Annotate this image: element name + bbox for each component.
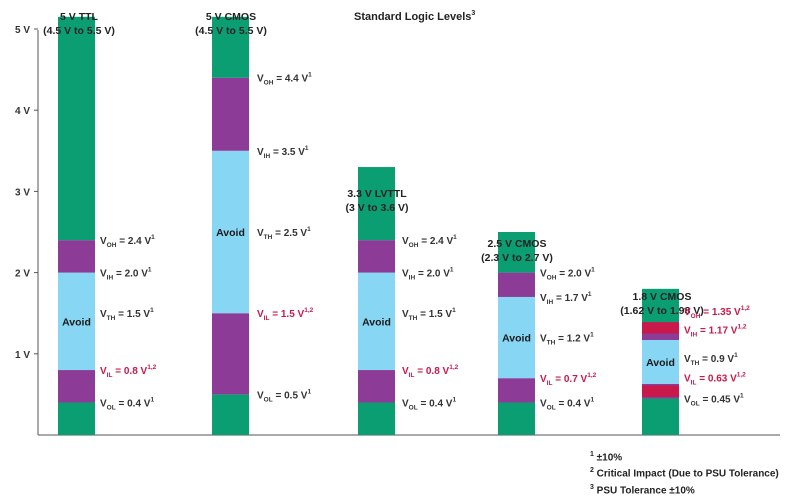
- bar-4-low-purple-segment: [498, 378, 535, 403]
- bar-3-label-th: VTH = 1.5 V1: [402, 307, 456, 322]
- bar-1-high-purple-segment: [58, 240, 95, 273]
- bar-4-label-oh: VOH = 2.0 V1: [540, 267, 595, 282]
- bar-3-voh-segment: [358, 167, 395, 241]
- bar-5-label-oh: VOH = 1.35 V1,2: [684, 305, 750, 320]
- bar-2-label-th: VTH = 2.5 V1: [257, 226, 311, 241]
- footnote-2-text: Critical Impact (Due to PSU Tolerance): [593, 468, 779, 480]
- bar-5-critical-band-high: [642, 322, 679, 334]
- chart-title: Standard Logic Levels3: [354, 10, 475, 23]
- bar-2-low-purple-segment: [212, 313, 249, 395]
- bar-4-label-th: VTH = 1.2 V1: [540, 332, 594, 347]
- bar-1-voh-segment: [58, 16, 95, 241]
- bar-1-label-ih: VIH = 2.0 V1: [100, 267, 152, 282]
- bar-2-vol-segment: [212, 394, 249, 435]
- bar-2-avoid-label: Avoid: [216, 227, 245, 239]
- footnote-2: 2 Critical Impact (Due to PSU Tolerance): [590, 464, 779, 480]
- bar-2-label-ol: VOL = 0.5 V1: [257, 388, 311, 403]
- chart-title-sup: 3: [471, 10, 475, 17]
- bar-5-family-name: 1.8 V CMOS: [633, 291, 692, 303]
- footnote-1-text: ±10%: [593, 452, 623, 464]
- footnote-1-mark: 1: [590, 451, 594, 458]
- footnote-3-mark: 3: [590, 483, 594, 491]
- bar-1-low-purple-segment: [58, 370, 95, 403]
- y-tick-label-5: 5 V: [15, 25, 30, 36]
- bar-1-family-range: (4.5 V to 5.5 V): [43, 25, 115, 37]
- bar-4-label-il: VIL = 0.7 V1,2: [540, 372, 597, 387]
- bar-1-label-il: VIL = 0.8 V1,2: [100, 364, 157, 379]
- bar-4-family-range: (2.3 V to 2.7 V): [481, 252, 553, 264]
- bar-3-label-oh: VOH = 2.4 V1: [402, 234, 457, 249]
- bar-3-avoid-segment: [358, 272, 395, 371]
- bar-4-label-ih: VIH = 1.7 V1: [540, 291, 592, 306]
- bar-1-label-ol: VOL = 0.4 V1: [100, 397, 154, 412]
- bar-1-label-th: VTH = 1.5 V1: [100, 307, 154, 322]
- bar-1-vol-segment: [58, 402, 95, 435]
- bar-5-avoid-label: Avoid: [646, 357, 675, 369]
- bar-2-label-il: VIL = 1.5 V1,2: [257, 307, 314, 322]
- footnote-3-text: PSU Tolerance ±10%: [593, 484, 695, 496]
- bar-5-label-th: VTH = 0.9 V1: [684, 352, 738, 367]
- bar-3-vol-segment: [358, 402, 395, 435]
- bar-4-label-ol: VOL = 0.4 V1: [540, 397, 594, 412]
- bar-2-family-name: 5 V CMOS: [206, 11, 256, 23]
- bar-1-label-oh: VOH = 2.4 V1: [100, 234, 155, 249]
- bar-3-label-il: VIL = 0.8 V1,2: [402, 364, 459, 379]
- footnote-1: 1 ±10%: [590, 448, 779, 464]
- chart-title-text: Standard Logic Levels: [354, 11, 471, 23]
- bar-2-label-oh: VOH = 4.4 V1: [257, 72, 312, 87]
- bar-5-critical-band-low: [642, 385, 679, 397]
- bar-4-voh-segment: [498, 232, 535, 273]
- bar-2-high-purple-segment: [212, 77, 249, 151]
- bar-3-avoid-label: Avoid: [362, 316, 391, 328]
- footnotes: 1 ±10% 2 Critical Impact (Due to PSU Tol…: [590, 448, 779, 497]
- bar-1-avoid-segment: [58, 272, 95, 371]
- bar-3-high-purple-segment: [358, 240, 395, 273]
- bar-5-avoid-segment: [642, 339, 679, 384]
- footnote-2-mark: 2: [590, 467, 594, 475]
- bar-4-high-purple-segment: [498, 272, 535, 297]
- y-tick-label-3: 3 V: [15, 187, 30, 198]
- bar-2-label-ih: VIH = 3.5 V1: [257, 145, 309, 160]
- bar-5-vol-segment: [642, 398, 679, 435]
- bar-4-avoid-segment: [498, 296, 535, 379]
- bar-3-label-ol: VOL = 0.4 V1: [402, 397, 456, 412]
- bar-3-family-range: (3 V to 3.6 V): [345, 202, 408, 214]
- y-tick-label-4: 4 V: [15, 106, 30, 117]
- bar-1-avoid-label: Avoid: [62, 316, 91, 328]
- bar-5-label-il: VIL = 0.63 V1,2: [684, 371, 746, 386]
- footnote-3: 3 PSU Tolerance ±10%: [590, 481, 779, 497]
- bar-4-vol-segment: [498, 402, 535, 435]
- bar-3-low-purple-segment: [358, 370, 395, 403]
- bar-5-voh-segment: [642, 288, 679, 326]
- bar-5-label-ol: VOL = 0.45 V1: [684, 392, 744, 407]
- bar-1-family-name: 5 V TTL: [60, 11, 99, 23]
- bar-4-avoid-label: Avoid: [502, 333, 531, 345]
- bar-3-label-ih: VIH = 2.0 V1: [402, 267, 454, 282]
- bar-2-voh-segment: [212, 16, 249, 78]
- bar-3-family-name: 3.3 V LVTTL: [347, 188, 407, 200]
- bar-5-family-range: (1.62 V to 1.98 V): [620, 305, 703, 317]
- bar-5-label-ih: VIH = 1.17 V1,2: [684, 323, 747, 338]
- label-layer: 5 V TTL (4.5 V to 5.5 V) VOH = 2.4 V1 VIH =…: [43, 11, 750, 412]
- y-tick-label-1: 1 V: [15, 350, 30, 361]
- bar-2-avoid-segment: [212, 150, 249, 314]
- y-tick-label-2: 2 V: [15, 269, 30, 280]
- bar-layer: Avoid Avoid Avoid Avoid Avoid: [58, 16, 679, 435]
- bar-4-family-name: 2.5 V CMOS: [488, 238, 547, 250]
- bar-2-family-range: (4.5 V to 5.5 V): [195, 25, 267, 37]
